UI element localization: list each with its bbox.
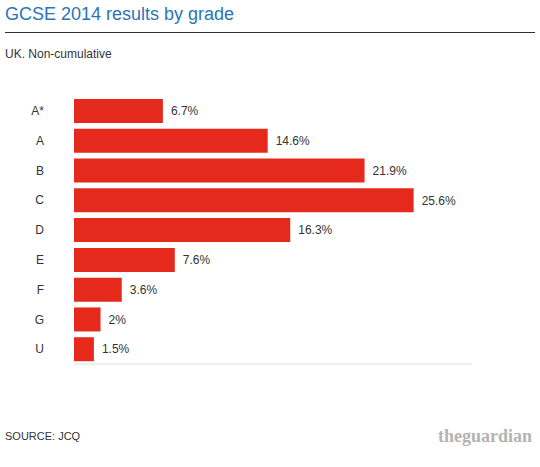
svg-text:U: U [35, 342, 44, 356]
html-text:theguardian: theguardian [438, 426, 532, 446]
svg-text:3.6%: 3.6% [130, 283, 158, 297]
svg-text:A: A [36, 134, 44, 148]
html-text:GCSE 2014 results by grade: GCSE 2014 results by grade [5, 4, 235, 24]
svg-text:16.3%: 16.3% [298, 223, 332, 237]
svg-text:A*: A* [31, 104, 44, 118]
svg-text:C: C [35, 193, 44, 207]
html-text:UK. Non-cumulative: UK. Non-cumulative [5, 47, 112, 61]
svg-text:6.7%: 6.7% [171, 104, 199, 118]
svg-text:E: E [36, 253, 44, 267]
svg-text:25.6%: 25.6% [422, 194, 456, 208]
html-text:SOURCE: JCQ: SOURCE: JCQ [5, 430, 81, 442]
svg-text:B: B [36, 164, 44, 178]
svg-text:2%: 2% [109, 313, 127, 327]
svg-text:1.5%: 1.5% [102, 342, 130, 356]
svg-text:G: G [35, 313, 44, 327]
svg-text:21.9%: 21.9% [373, 164, 407, 178]
svg-text:7.6%: 7.6% [183, 253, 211, 267]
svg-text:F: F [37, 283, 44, 297]
svg-text:14.6%: 14.6% [276, 134, 310, 148]
svg-text:D: D [35, 223, 44, 237]
